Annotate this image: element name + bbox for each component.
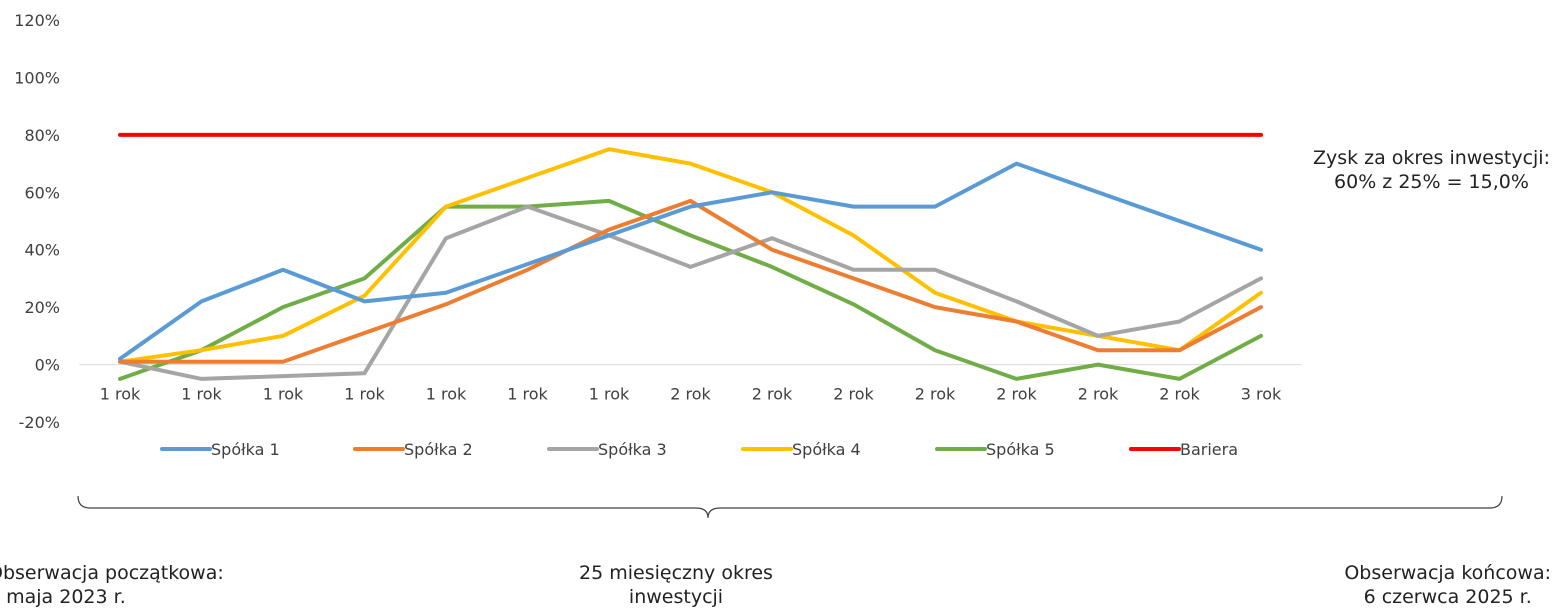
end-observation-line1: Obserwacja końcowa:	[1344, 562, 1551, 584]
series-line-sp-lka-5	[118, 198, 1263, 381]
y-tick-label: 60%	[24, 183, 60, 202]
legend-label-sp-lka-2: Spółka 2	[404, 440, 473, 459]
x-tick-label: 1 rok	[589, 385, 630, 404]
x-tick-label: 2 rok	[752, 385, 793, 404]
series-line-sp-lka-1	[118, 161, 1263, 361]
y-axis-tick-labels: 120% 100% 80% 60% 40% 20% 0% -20%	[14, 11, 60, 432]
y-tick-label: 20%	[24, 298, 60, 317]
x-tick-label: 1 rok	[344, 385, 385, 404]
x-tick-label: 2 rok	[996, 385, 1037, 404]
y-tick-label: 120%	[14, 11, 60, 30]
y-tick-label: 40%	[24, 241, 60, 260]
profit-annotation: Zysk za okres inwestycji: 60% z 25% = 15…	[1313, 146, 1550, 194]
x-tick-label: 2 rok	[1159, 385, 1200, 404]
x-tick-label: 2 rok	[670, 385, 711, 404]
legend-label-sp-lka-4: Spółka 4	[792, 440, 861, 459]
legend: Spółka 1 Spółka 2 Spółka 3 Spółka 4 Spółka 5…	[160, 440, 1238, 459]
profit-annotation-line2: 60% z 25% = 15,0%	[1334, 171, 1529, 193]
end-observation-annotation: Obserwacja końcowa: 6 czerwca 2025 r.	[1344, 561, 1551, 609]
x-tick-label: 2 rok	[833, 385, 874, 404]
start-observation-line2: 5 maja 2023 r.	[0, 586, 126, 608]
start-observation-annotation: Obserwacja początkowa: 5 maja 2023 r.	[0, 561, 224, 609]
x-tick-label: 1 rok	[263, 385, 304, 404]
x-tick-label: 1 rok	[507, 385, 548, 404]
investment-period-line1: 25 miesięczny okres	[579, 562, 773, 584]
x-axis-tick-labels: 1 rok 1 rok 1 rok 1 rok 1 rok 1 rok 1 rok 2 rok…	[100, 385, 1282, 404]
y-tick-label: 0%	[35, 356, 60, 375]
legend-label-bariera: Bariera	[1180, 440, 1238, 459]
investment-period-annotation: 25 miesięczny okres inwestycji	[565, 561, 787, 609]
x-tick-label: 1 rok	[181, 385, 222, 404]
x-tick-label: 2 rok	[915, 385, 956, 404]
x-tick-label: 3 rok	[1241, 385, 1282, 404]
x-tick-label: 1 rok	[426, 385, 467, 404]
end-observation-line2: 6 czerwca 2025 r.	[1363, 586, 1532, 608]
series-line-sp-lka-3	[118, 204, 1263, 381]
x-tick-label: 2 rok	[1078, 385, 1119, 404]
profit-annotation-line1: Zysk za okres inwestycji:	[1312, 147, 1550, 169]
legend-label-sp-lka-1: Spółka 1	[211, 440, 280, 459]
series-line-sp-lka-2	[118, 198, 1263, 364]
period-brace	[77, 495, 1503, 519]
legend-label-sp-lka-3: Spółka 3	[598, 440, 667, 459]
start-observation-line1: Obserwacja początkowa:	[0, 562, 224, 584]
series-line-sp-lka-4	[118, 147, 1263, 364]
legend-label-sp-lka-5: Spółka 5	[986, 440, 1055, 459]
x-tick-label: 1 rok	[100, 385, 141, 404]
y-tick-label: 100%	[14, 68, 60, 87]
y-tick-label: -20%	[19, 413, 60, 432]
series-lines	[118, 132, 1263, 381]
investment-period-line2: inwestycji	[628, 586, 724, 608]
y-tick-label: 80%	[24, 126, 60, 145]
